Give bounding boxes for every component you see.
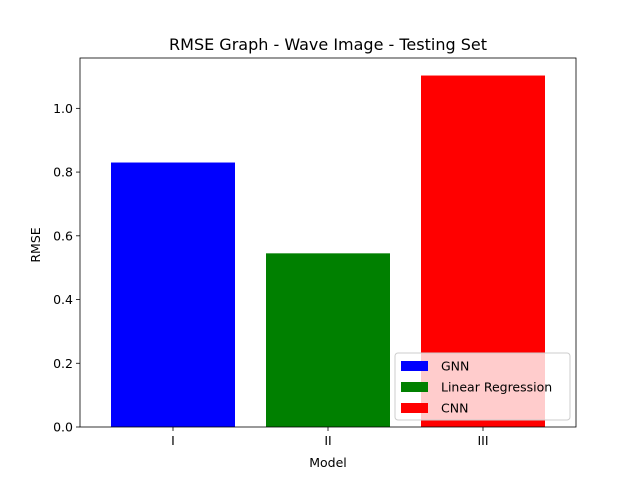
legend-swatch xyxy=(401,361,428,371)
y-tick-label: 0.6 xyxy=(53,228,73,243)
y-tick-label: 0.0 xyxy=(53,420,73,435)
y-axis-ticks: 0.0 0.2 0.4 0.6 0.8 1.0 xyxy=(53,101,80,435)
x-axis-label: Model xyxy=(309,455,347,470)
legend-box xyxy=(394,352,571,421)
legend-label: GNN xyxy=(441,359,469,374)
legend-swatch xyxy=(401,382,428,392)
x-tick-label: III xyxy=(477,433,488,448)
legend-label: CNN xyxy=(441,401,468,416)
chart-title: RMSE Graph - Wave Image - Testing Set xyxy=(169,35,487,54)
y-axis-label: RMSE xyxy=(28,227,43,262)
legend-label: Linear Regression xyxy=(441,380,552,395)
y-tick-label: 1.0 xyxy=(53,101,73,116)
legend-swatch xyxy=(401,403,428,413)
x-axis-ticks: I II III xyxy=(171,427,489,448)
y-tick-label: 0.8 xyxy=(53,165,73,180)
x-tick-label: I xyxy=(171,433,175,448)
y-tick-label: 0.4 xyxy=(53,292,73,307)
y-tick-label: 0.2 xyxy=(53,356,73,371)
bar-II xyxy=(266,253,390,427)
legend: GNN Linear Regression CNN xyxy=(394,352,571,421)
bar-I xyxy=(111,162,235,427)
x-tick-label: II xyxy=(324,433,331,448)
